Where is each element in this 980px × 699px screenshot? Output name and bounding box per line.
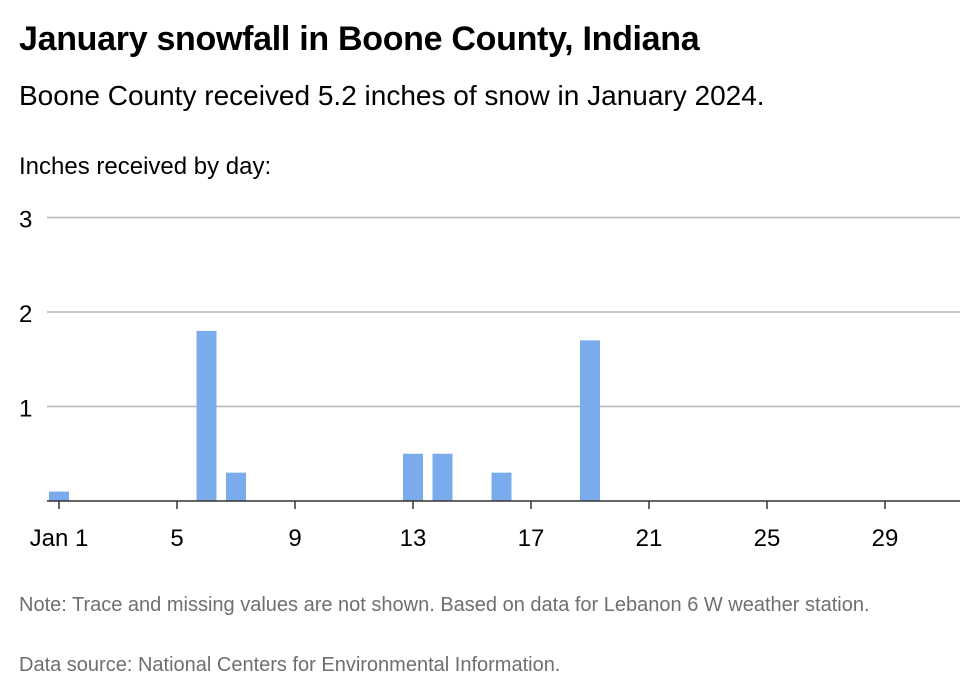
bar-day-16 — [491, 472, 512, 501]
chart-subtitle: Boone County received 5.2 inches of snow… — [19, 80, 765, 111]
bar-day-19 — [580, 340, 600, 501]
bar-day-7 — [226, 472, 246, 501]
chart-note: Note: Trace and missing values are not s… — [19, 594, 870, 616]
x-tick-label: Jan 1 — [30, 525, 89, 552]
y-tick-label: 2 — [19, 301, 32, 328]
bar-day-1 — [49, 491, 69, 501]
x-tick-label: 21 — [636, 525, 663, 552]
y-axis-label: Inches received by day: — [19, 153, 272, 180]
x-tick-label: 17 — [518, 525, 545, 552]
snowfall-bar-chart: 1 2 3 Jan 1 5 9 13 17 21 25 29 — [19, 207, 960, 552]
bar-day-13 — [403, 453, 423, 501]
bar-day-6 — [196, 330, 217, 501]
y-tick-label: 1 — [19, 396, 32, 423]
x-tick-label: 5 — [170, 525, 183, 552]
x-tick-label: 29 — [872, 525, 899, 552]
bar-day-14 — [432, 453, 453, 501]
x-tick-label: 25 — [754, 525, 781, 552]
chart-title: January snowfall in Boone County, Indian… — [19, 20, 700, 58]
x-tick-label: 9 — [288, 525, 301, 552]
data-source: Data source: National Centers for Enviro… — [19, 654, 561, 676]
x-tick-label: 13 — [400, 525, 427, 552]
y-tick-label: 3 — [19, 207, 32, 234]
